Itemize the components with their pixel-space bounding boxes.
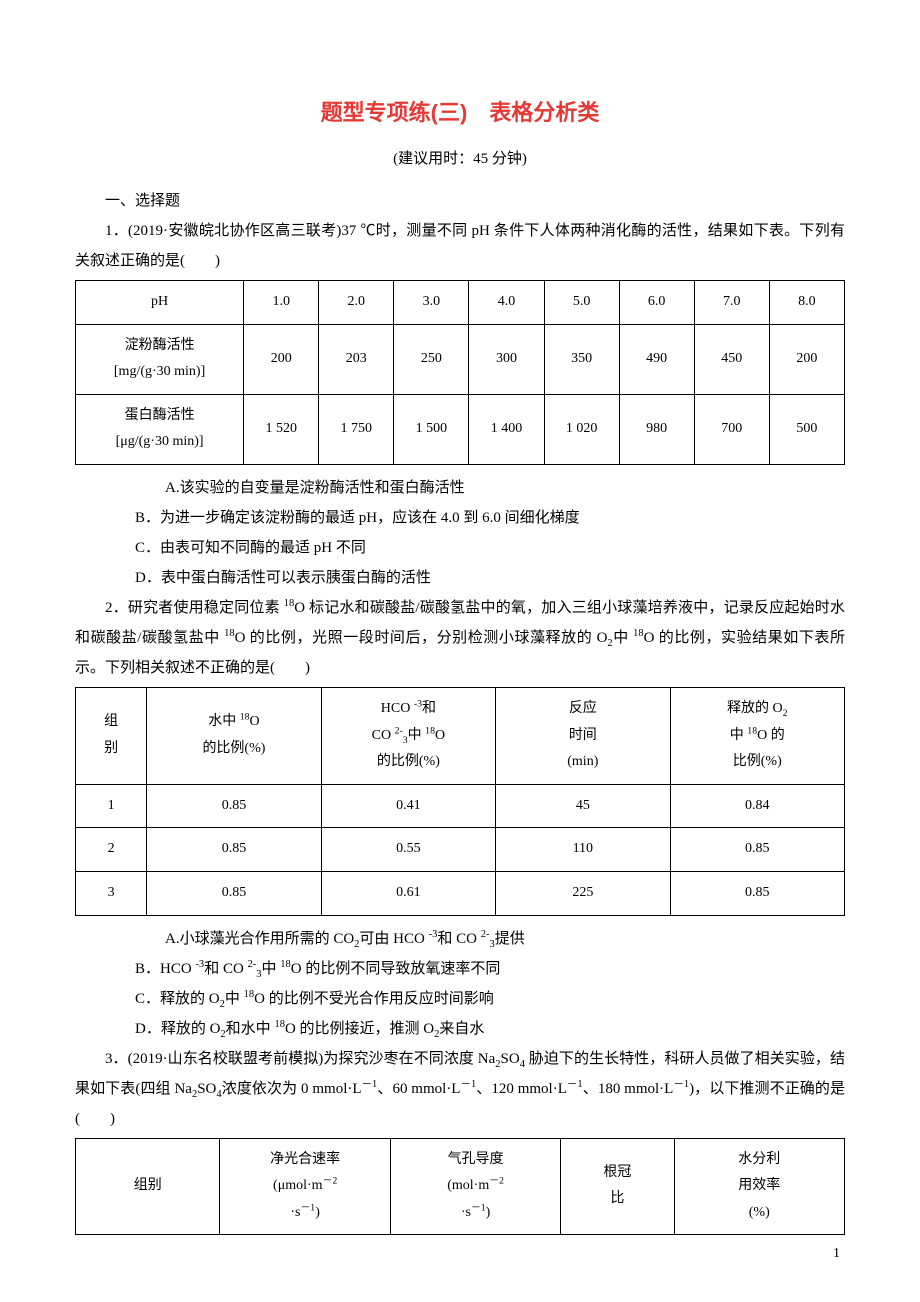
cell: 1 020 — [544, 394, 619, 464]
table-row: 组别 净光合速率(μmol·m－2·s－1) 气孔导度(mol·m－2·s－1)… — [76, 1138, 845, 1235]
table-row: 淀粉酶活性[mg/(g·30 min)] 200 203 250 300 350… — [76, 324, 845, 394]
cell: 350 — [544, 324, 619, 394]
table-row: 1 0.85 0.41 45 0.84 — [76, 784, 845, 828]
cell: 0.41 — [321, 784, 495, 828]
cell: 1 520 — [244, 394, 319, 464]
q3-table: 组别 净光合速率(μmol·m－2·s－1) 气孔导度(mol·m－2·s－1)… — [75, 1138, 845, 1236]
table-row: 2 0.85 0.55 110 0.85 — [76, 828, 845, 872]
page: 题型专项练(三) 表格分析类 (建议用时：45 分钟) 一、选择题 1．(201… — [0, 0, 920, 1302]
cell: 4.0 — [469, 281, 544, 325]
cell: 203 — [319, 324, 394, 394]
cell: 300 — [469, 324, 544, 394]
cell: 1 750 — [319, 394, 394, 464]
q1-option-a: A.该实验的自变量是淀粉酶活性和蛋白酶活性 — [75, 473, 845, 503]
cell: 45 — [496, 784, 670, 828]
cell: 250 — [394, 324, 469, 394]
cell: 0.61 — [321, 871, 495, 915]
cell: 2 — [76, 828, 147, 872]
table-row: 3 0.85 0.61 225 0.85 — [76, 871, 845, 915]
cell: 700 — [694, 394, 769, 464]
cell: 500 — [769, 394, 844, 464]
cell: 0.84 — [670, 784, 844, 828]
cell: 980 — [619, 394, 694, 464]
cell: 3.0 — [394, 281, 469, 325]
q1-stem: 1．(2019·安徽皖北协作区高三联考)37 ℃时，测量不同 pH 条件下人体两… — [75, 216, 845, 276]
cell: 净光合速率(μmol·m－2·s－1) — [220, 1138, 390, 1235]
cell: 根冠比 — [561, 1138, 674, 1235]
cell: 200 — [244, 324, 319, 394]
q2-option-c: C．释放的 O2中 18O 的比例不受光合作用反应时间影响 — [75, 984, 845, 1014]
cell: 1 500 — [394, 394, 469, 464]
cell: 225 — [496, 871, 670, 915]
table-row: 蛋白酶活性[μg/(g·30 min)] 1 520 1 750 1 500 1… — [76, 394, 845, 464]
section-heading: 一、选择题 — [75, 186, 845, 216]
cell: 0.85 — [670, 871, 844, 915]
q2-option-d: D．释放的 O2和水中 18O 的比例接近，推测 O2来自水 — [75, 1014, 845, 1044]
table-row: pH 1.0 2.0 3.0 4.0 5.0 6.0 7.0 8.0 — [76, 281, 845, 325]
cell: 组别 — [76, 1138, 220, 1235]
cell: 组别 — [76, 687, 147, 784]
cell: 0.85 — [670, 828, 844, 872]
cell: 蛋白酶活性[μg/(g·30 min)] — [76, 394, 244, 464]
q1-option-b: B．为进一步确定该淀粉酶的最适 pH，应该在 4.0 到 6.0 间细化梯度 — [75, 503, 845, 533]
cell: 气孔导度(mol·m－2·s－1) — [390, 1138, 560, 1235]
title-part-1: 题型专项练(三) — [321, 100, 468, 125]
cell: 490 — [619, 324, 694, 394]
cell: 1 400 — [469, 394, 544, 464]
cell: 0.85 — [147, 784, 321, 828]
cell: 淀粉酶活性[mg/(g·30 min)] — [76, 324, 244, 394]
q1-option-d: D．表中蛋白酶活性可以表示胰蛋白酶的活性 — [75, 563, 845, 593]
cell: 1.0 — [244, 281, 319, 325]
cell: 3 — [76, 871, 147, 915]
q2-table: 组别 水中 18O的比例(%) HCO -3和CO 2-3中 18O的比例(%)… — [75, 687, 845, 916]
cell: 0.55 — [321, 828, 495, 872]
title-part-2: 表格分析类 — [489, 100, 599, 125]
q2-stem: 2．研究者使用稳定同位素 18O 标记水和碳酸盐/碳酸氢盐中的氧，加入三组小球藻… — [75, 593, 845, 683]
cell: pH — [76, 281, 244, 325]
cell: 8.0 — [769, 281, 844, 325]
cell: HCO -3和CO 2-3中 18O的比例(%) — [321, 687, 495, 784]
q3-stem: 3．(2019·山东名校联盟考前模拟)为探究沙枣在不同浓度 Na2SO4 胁迫下… — [75, 1044, 845, 1134]
q2-option-b: B．HCO -3和 CO 2-3中 18O 的比例不同导致放氧速率不同 — [75, 954, 845, 984]
cell: 水中 18O的比例(%) — [147, 687, 321, 784]
page-number: 1 — [833, 1246, 840, 1262]
cell: 110 — [496, 828, 670, 872]
q2-option-a: A.小球藻光合作用所需的 CO2可由 HCO -3和 CO 2-3提供 — [75, 924, 845, 954]
main-title: 题型专项练(三) 表格分析类 — [75, 95, 845, 127]
q1-table: pH 1.0 2.0 3.0 4.0 5.0 6.0 7.0 8.0 淀粉酶活性… — [75, 280, 845, 465]
cell: 6.0 — [619, 281, 694, 325]
table-row: 组别 水中 18O的比例(%) HCO -3和CO 2-3中 18O的比例(%)… — [76, 687, 845, 784]
cell: 7.0 — [694, 281, 769, 325]
cell: 450 — [694, 324, 769, 394]
cell: 200 — [769, 324, 844, 394]
cell: 反应时间(min) — [496, 687, 670, 784]
subtitle: (建议用时：45 分钟) — [75, 147, 845, 168]
q1-option-c: C．由表可知不同酶的最适 pH 不同 — [75, 533, 845, 563]
cell: 1 — [76, 784, 147, 828]
cell: 2.0 — [319, 281, 394, 325]
cell: 5.0 — [544, 281, 619, 325]
cell: 0.85 — [147, 871, 321, 915]
cell: 释放的 O2中 18O 的比例(%) — [670, 687, 844, 784]
cell: 0.85 — [147, 828, 321, 872]
cell: 水分利用效率(%) — [674, 1138, 844, 1235]
